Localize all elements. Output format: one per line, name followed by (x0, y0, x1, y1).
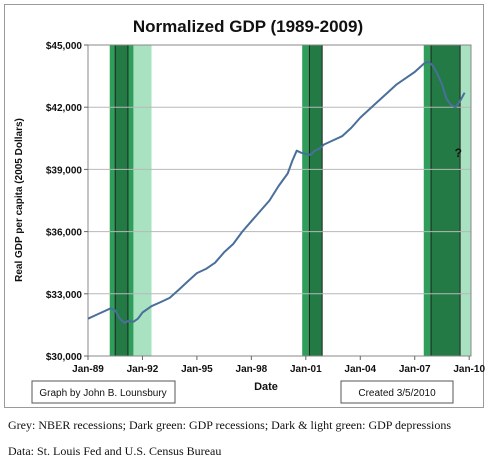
caption-legend: Grey: NBER recessions; Dark green: GDP r… (8, 418, 452, 432)
nber-recession-band (309, 45, 323, 356)
x-tick-label: Jan-07 (399, 364, 431, 375)
series-lines (87, 60, 466, 324)
nber-recession-band (431, 45, 461, 356)
y-tick-label: $33,000 (46, 290, 83, 301)
x-tick-label: Jan-04 (344, 364, 376, 375)
y-tick-label: $36,000 (46, 228, 83, 239)
nber-recession-band (115, 45, 128, 356)
annotation-question-mark: ? (455, 146, 462, 160)
recession-bands (109, 44, 471, 357)
x-tick-label: Jan-98 (236, 364, 268, 375)
x-tick-label: Jan-89 (72, 364, 104, 375)
y-tick-label: $39,000 (46, 165, 83, 176)
plot-area-border (87, 44, 472, 357)
credit-right-box (340, 380, 454, 404)
x-axis: Jan-89 Jan-92 Jan-95 Jan-98 Jan-01 Jan-04 Jan-… (72, 356, 485, 375)
x-tick-label: Jan-92 (127, 364, 159, 375)
y-axis-label: Real GDP per capita (2005 Dollars) (14, 118, 25, 282)
y-tick-label: $45,000 (46, 41, 83, 52)
y-axis: $30,000 $33,000 $36,000 $39,000 $42,000 $45,0… (46, 41, 88, 363)
gdp-chart: Normalized GDP (1989-2009) $30,000 $33,00… (14, 17, 485, 404)
x-axis-label: Date (254, 381, 278, 393)
x-tick-label: Jan-95 (181, 364, 213, 375)
x-tick-label: Jan-10 (453, 364, 485, 375)
credit-right: Created 3/5/2010 (358, 388, 436, 399)
annotations: ? (455, 146, 462, 160)
credit-left: Graph by John B. Lounsbury (39, 388, 166, 399)
y-tick-label: $30,000 (46, 352, 83, 363)
chart-frame (4, 4, 484, 408)
chart-title: Normalized GDP (1989-2009) (133, 17, 363, 36)
credit-left-box (31, 380, 176, 404)
caption-source: Data: St. Louis Fed and U.S. Census Bure… (8, 444, 222, 458)
x-tick-label: Jan-01 (290, 364, 322, 375)
y-tick-label: $42,000 (46, 103, 83, 114)
gdp-line (87, 60, 466, 324)
